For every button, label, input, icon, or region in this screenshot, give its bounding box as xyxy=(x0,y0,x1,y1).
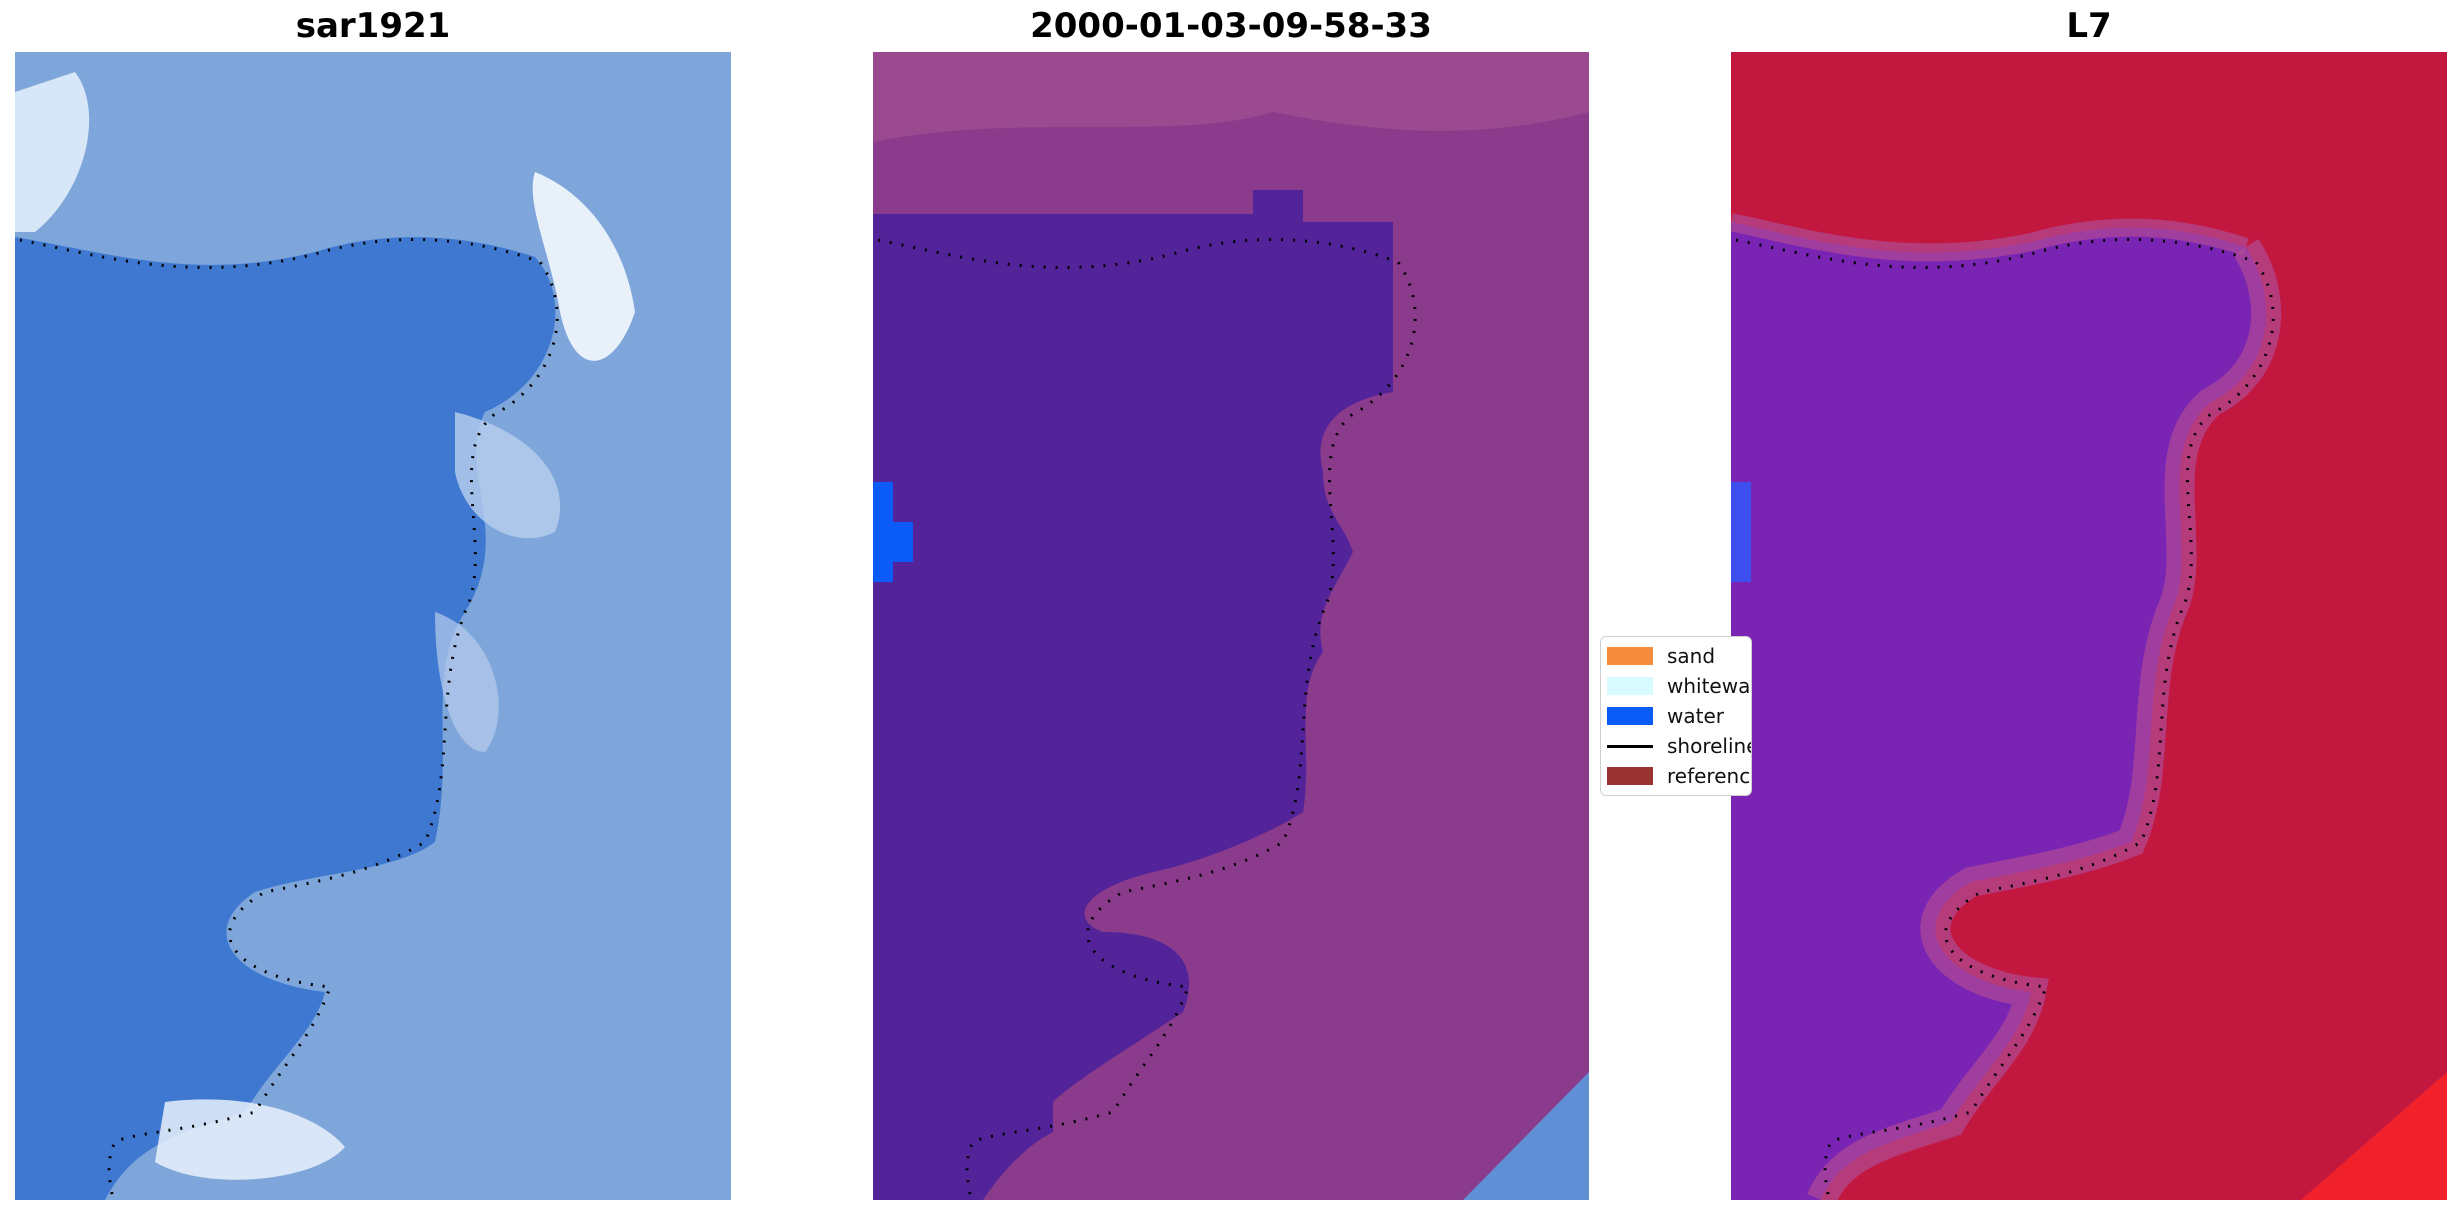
classified-image-panel xyxy=(873,52,1589,1200)
sand-swatch xyxy=(1607,647,1653,665)
legend-item-sand: sand xyxy=(1607,643,1715,669)
legend-label: water xyxy=(1667,704,1724,728)
legend-label: whitewater xyxy=(1667,674,1751,698)
whitewater-swatch xyxy=(1607,677,1653,695)
reference-shoreline-swatch xyxy=(1607,767,1653,785)
panel-title-rgb: sar1921 xyxy=(295,6,451,46)
classified-image xyxy=(873,52,1589,1200)
shoreline-line-swatch xyxy=(1607,744,1653,748)
legend-item-whitewater: whitewater xyxy=(1607,673,1751,699)
index-image xyxy=(1731,52,2447,1200)
rgb-image xyxy=(15,52,731,1200)
legend: sand whitewater water shoreline referenc… xyxy=(1600,636,1752,796)
rgb-image-panel xyxy=(15,52,731,1200)
panel-title-classified: 2000-01-03-09-58-33 xyxy=(1030,6,1432,46)
legend-item-shoreline: shoreline xyxy=(1607,733,1752,759)
legend-item-reference-shoreline: reference shoreline xyxy=(1607,763,1751,789)
legend-label: shoreline xyxy=(1667,734,1752,758)
legend-label: reference shoreline xyxy=(1667,764,1751,788)
legend-label: sand xyxy=(1667,644,1716,668)
water-swatch xyxy=(1607,707,1653,725)
legend-item-water: water xyxy=(1607,703,1724,729)
panel-title-index: L7 xyxy=(2066,6,2112,46)
index-image-panel xyxy=(1731,52,2447,1200)
